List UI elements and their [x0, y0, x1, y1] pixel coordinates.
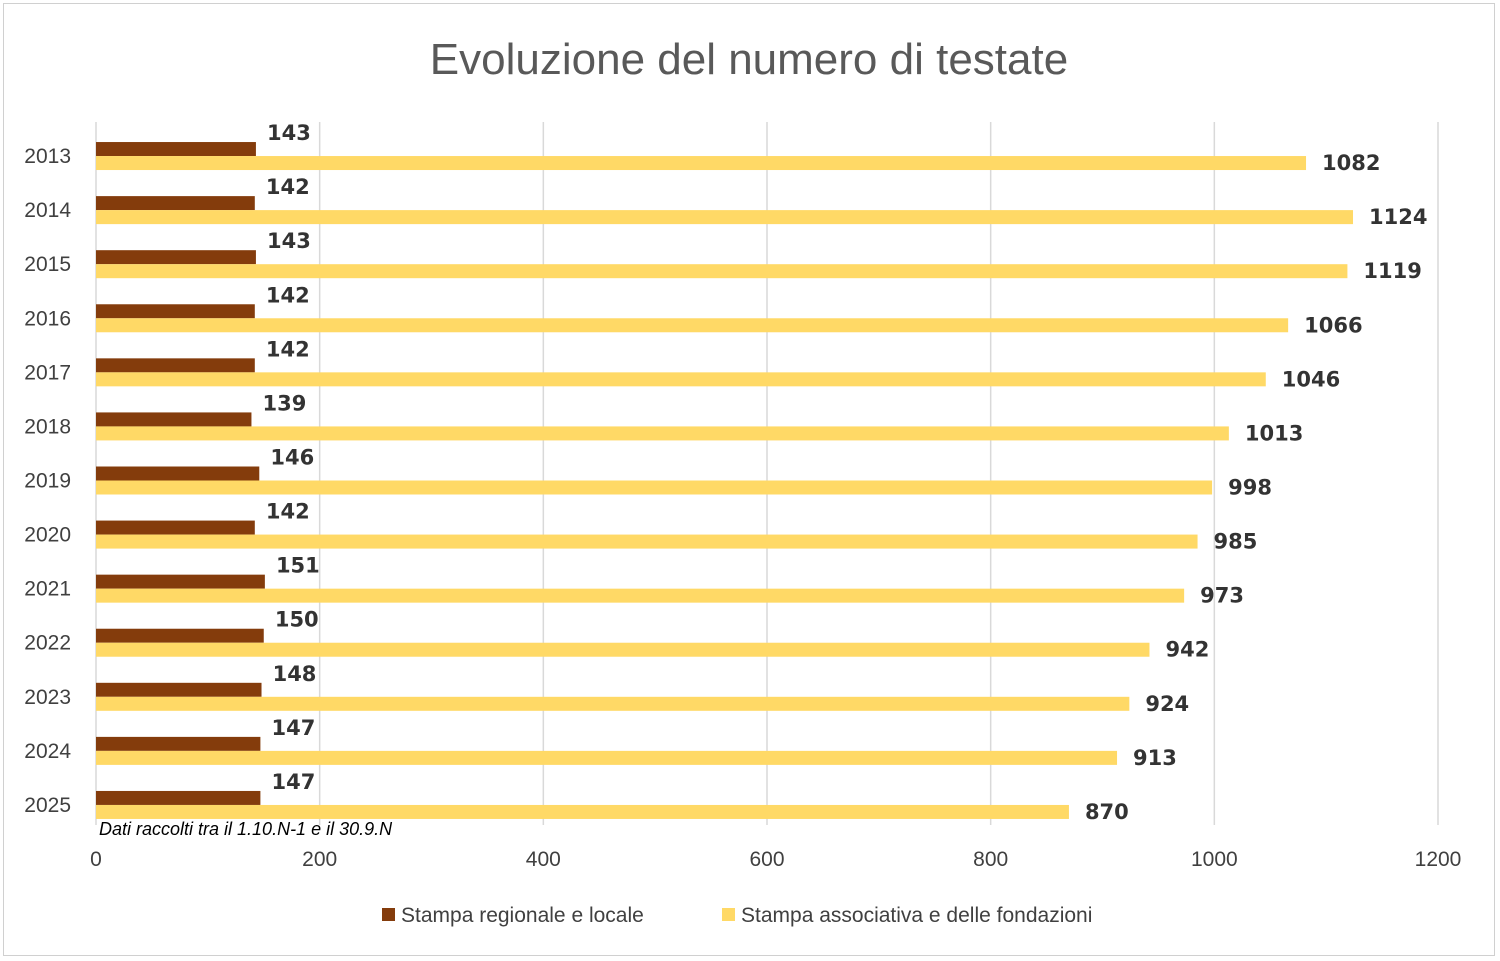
legend: Stampa regionale e locale Stampa associat…	[382, 904, 1092, 927]
bar-associativa	[96, 426, 1229, 441]
bar-regionale	[96, 520, 255, 535]
x-tick-label: 800	[973, 848, 1008, 871]
bar-associativa	[96, 804, 1069, 819]
data-label-regionale: 143	[267, 121, 311, 145]
data-label-regionale: 139	[263, 391, 307, 415]
y-category-label: 2019	[24, 470, 71, 493]
data-label-associativa: 1082	[1322, 151, 1380, 175]
data-label-associativa: 1119	[1363, 259, 1421, 283]
x-axis-tick-labels: 0 200 400 600 800 1000 1200	[90, 848, 1461, 871]
data-label-associativa: 973	[1200, 584, 1244, 608]
bar-associativa	[96, 264, 1348, 279]
data-label-associativa: 870	[1085, 800, 1129, 824]
data-label-associativa: 998	[1228, 476, 1272, 500]
y-category-label: 2014	[24, 199, 71, 222]
x-tick-label: 0	[90, 848, 102, 871]
bar-regionale	[96, 790, 261, 805]
bar-regionale	[96, 736, 261, 751]
data-label-regionale: 147	[271, 716, 315, 740]
data-label-associativa: 924	[1145, 692, 1189, 716]
legend-swatch	[722, 908, 735, 921]
data-label-regionale: 151	[276, 554, 320, 578]
y-category-label: 2023	[24, 686, 71, 709]
bar-associativa	[96, 318, 1289, 333]
x-tick-label: 1200	[1415, 848, 1462, 871]
y-category-label: 2022	[24, 632, 71, 655]
bar-associativa	[96, 642, 1150, 657]
legend-swatch	[382, 908, 395, 921]
bar-regionale	[96, 628, 264, 643]
y-category-label: 2021	[24, 578, 71, 601]
bar-associativa	[96, 210, 1354, 225]
data-label-associativa: 1013	[1245, 421, 1303, 445]
data-label-regionale: 146	[270, 446, 314, 470]
bar-regionale	[96, 196, 255, 211]
data-label-associativa: 1046	[1282, 367, 1340, 391]
data-label-regionale: 147	[271, 770, 315, 794]
data-label-regionale: 142	[266, 500, 310, 524]
bar-associativa	[96, 156, 1307, 171]
bar-associativa	[96, 372, 1266, 387]
data-labels: 143 1082 142 1124 143 1119 142 1066 142 1046 139 10…	[263, 121, 1428, 824]
bar-regionale	[96, 682, 262, 697]
data-label-regionale: 150	[275, 608, 319, 632]
data-label-regionale: 148	[273, 662, 317, 686]
y-category-label: 2025	[24, 794, 71, 817]
bar-regionale	[96, 304, 255, 319]
y-category-label: 2020	[24, 524, 71, 547]
data-label-associativa: 1124	[1369, 205, 1427, 229]
x-tick-label: 400	[526, 848, 561, 871]
y-category-label: 2017	[24, 361, 71, 384]
bar-regionale	[96, 358, 255, 373]
data-label-regionale: 142	[266, 337, 310, 361]
y-category-label: 2013	[24, 145, 71, 168]
bar-regionale	[96, 250, 256, 265]
bar-associativa	[96, 696, 1130, 711]
y-axis-category-labels: 2013 2014 2015 2016 2017 2018 2019 2020 2021 2022…	[24, 145, 71, 817]
bar-regionale	[96, 574, 265, 589]
data-label-associativa: 913	[1133, 746, 1177, 770]
bar-regionale	[96, 412, 252, 427]
data-label-regionale: 143	[267, 229, 311, 253]
y-category-label: 2024	[24, 740, 71, 763]
data-label-associativa: 1066	[1304, 313, 1362, 337]
bars	[96, 142, 1354, 819]
data-note: Dati raccolti tra il 1.10.N-1 e il 30.9.…	[99, 819, 393, 839]
bar-associativa	[96, 534, 1198, 549]
data-label-regionale: 142	[266, 175, 310, 199]
bar-regionale	[96, 466, 260, 481]
legend-label: Stampa associativa e delle fondazioni	[741, 904, 1092, 927]
y-category-label: 2018	[24, 415, 71, 438]
bar-associativa	[96, 588, 1185, 603]
bar-associativa	[96, 480, 1213, 495]
y-category-label: 2016	[24, 307, 71, 330]
bar-regionale	[96, 142, 256, 157]
x-tick-label: 600	[749, 848, 784, 871]
bar-associativa	[96, 750, 1118, 765]
x-tick-label: 200	[302, 848, 337, 871]
data-label-regionale: 142	[266, 283, 310, 307]
data-label-associativa: 942	[1165, 638, 1209, 662]
y-category-label: 2015	[24, 253, 71, 276]
data-label-associativa: 985	[1214, 530, 1258, 554]
legend-label: Stampa regionale e locale	[401, 904, 644, 927]
x-tick-label: 1000	[1191, 848, 1238, 871]
chart-title: Evoluzione del numero di testate	[430, 35, 1068, 84]
